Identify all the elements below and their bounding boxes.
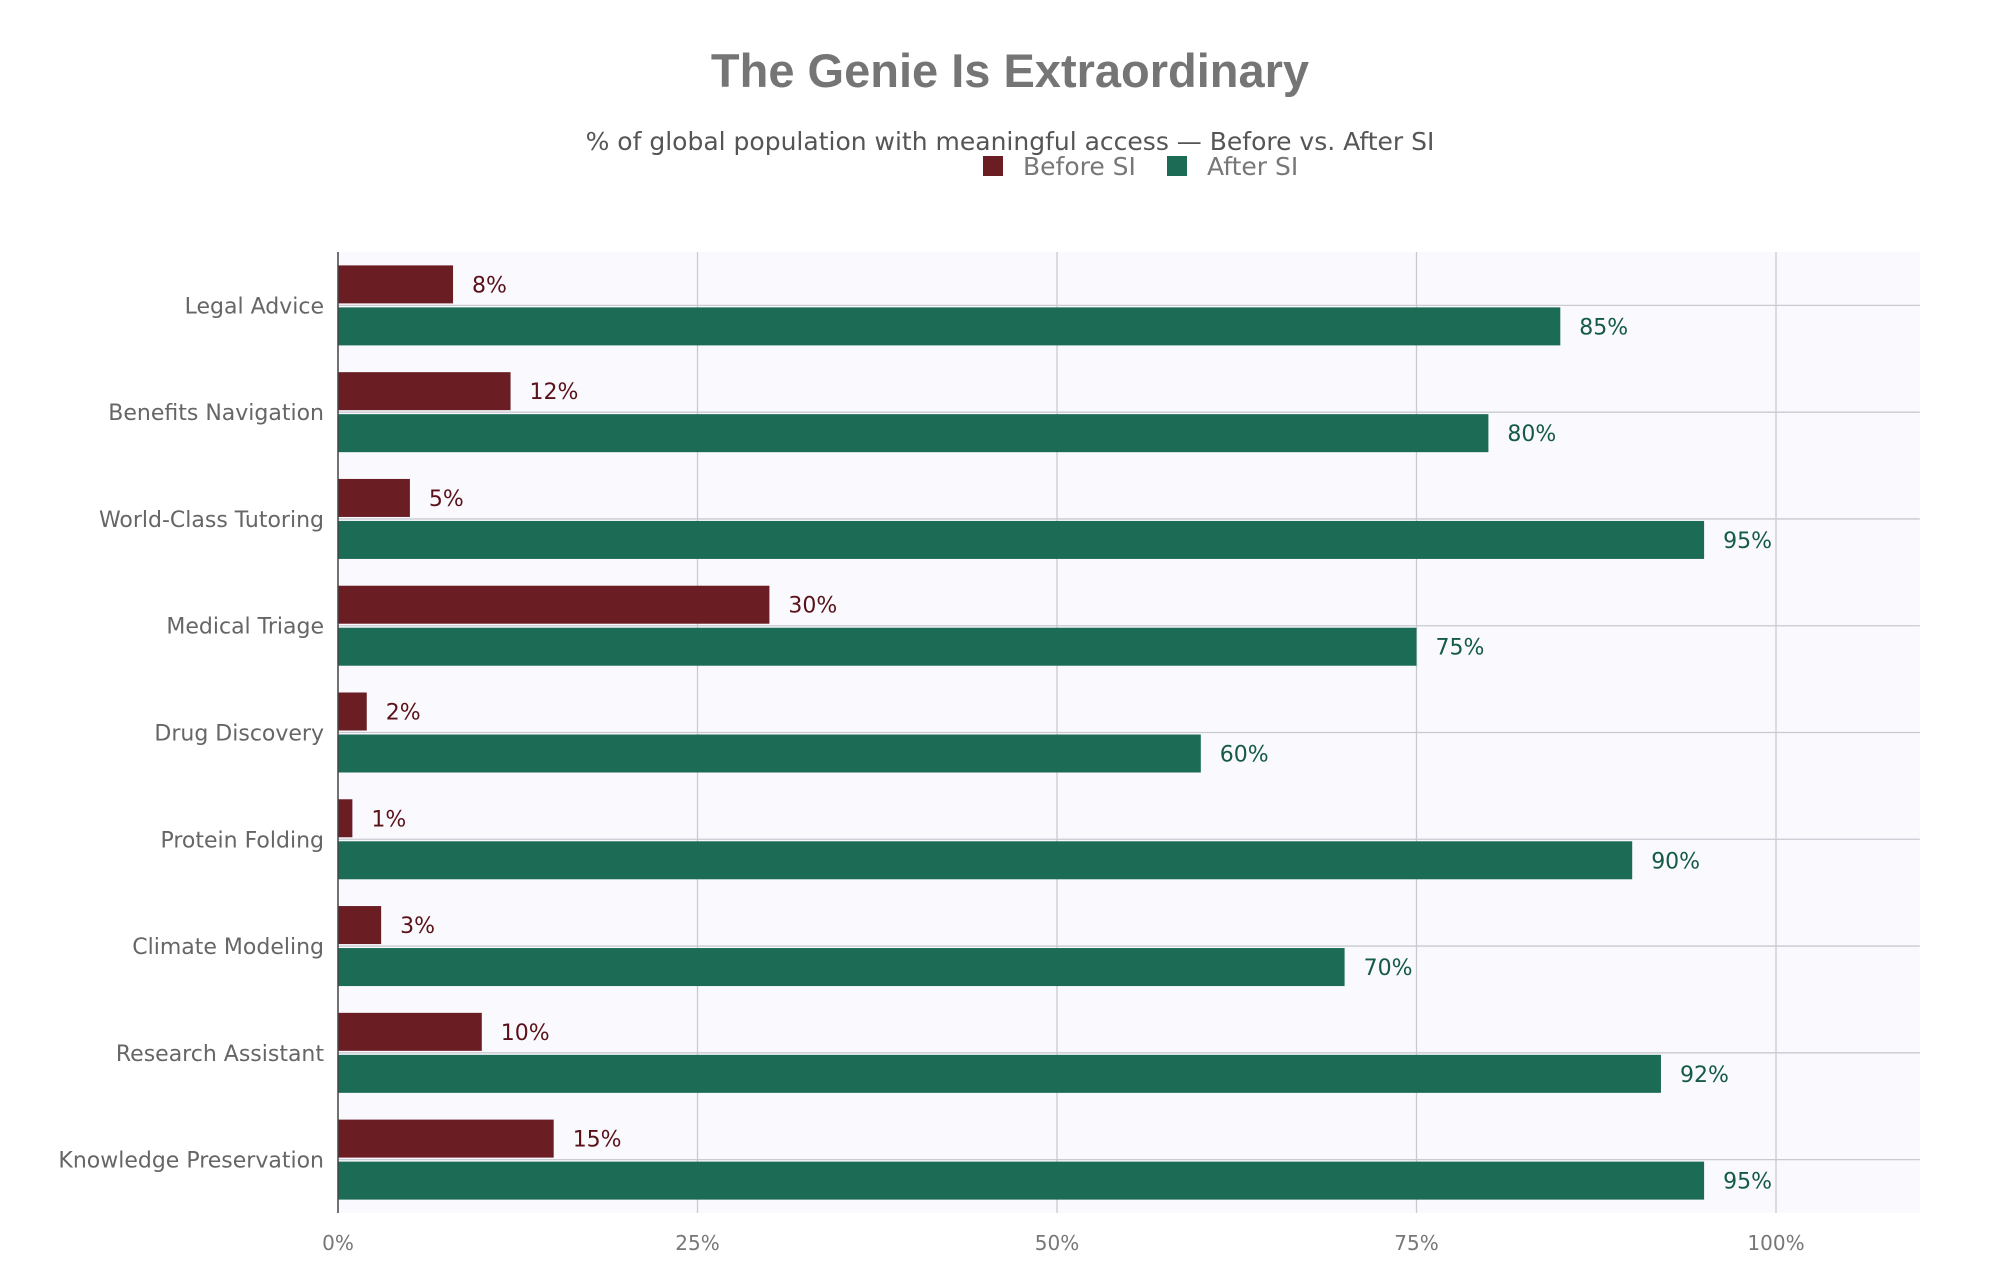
data-label-before-2: 5% <box>429 487 464 512</box>
data-label-before-3: 30% <box>788 594 837 619</box>
legend-swatch-after <box>1167 156 1187 176</box>
x-tick-label: 25% <box>675 1231 719 1255</box>
chart-subtitle: % of global population with meaningful a… <box>586 127 1435 156</box>
category-label-5: Protein Folding <box>160 828 324 853</box>
category-label-8: Knowledge Preservation <box>58 1149 324 1174</box>
bar-after-2 <box>338 520 1705 559</box>
category-label-1: Benefits Navigation <box>108 401 324 426</box>
bar-after-0 <box>338 307 1561 346</box>
x-tick-label: 0% <box>322 1231 354 1255</box>
bar-before-6 <box>338 906 382 945</box>
x-tick-label: 100% <box>1747 1231 1804 1255</box>
x-tick-label: 50% <box>1035 1231 1079 1255</box>
data-label-before-6: 3% <box>400 914 435 939</box>
bar-after-6 <box>338 948 1345 987</box>
category-label-3: Medical Triage <box>166 615 324 640</box>
data-label-before-5: 1% <box>371 807 406 832</box>
legend-label-after: After SI <box>1207 152 1298 181</box>
data-label-before-7: 10% <box>501 1021 550 1046</box>
data-label-after-4: 60% <box>1220 743 1269 768</box>
y-axis-labels: Legal Advice Benefits Navigation World-Cla… <box>58 294 324 1173</box>
bar-after-5 <box>338 841 1633 880</box>
bar-after-8 <box>338 1161 1705 1200</box>
bar-before-7 <box>338 1012 482 1051</box>
data-label-after-2: 95% <box>1723 529 1772 554</box>
category-label-4: Drug Discovery <box>154 722 324 747</box>
bar-before-0 <box>338 265 454 304</box>
category-label-7: Research Assistant <box>116 1042 325 1067</box>
bar-after-1 <box>338 414 1489 453</box>
data-label-before-0: 8% <box>472 273 507 298</box>
data-label-after-1: 80% <box>1507 422 1556 447</box>
bar-after-4 <box>338 734 1201 773</box>
chart-title: The Genie Is Extraordinary <box>711 44 1309 97</box>
gridlines <box>338 252 1920 1213</box>
bar-after-7 <box>338 1054 1661 1093</box>
bar-before-8 <box>338 1119 554 1158</box>
data-label-after-8: 95% <box>1723 1170 1772 1195</box>
data-label-after-0: 85% <box>1579 315 1628 340</box>
x-axis-tick-labels: 0% 25% 50% 75% 100% <box>322 1231 1804 1255</box>
bar-before-1 <box>338 372 511 411</box>
bar-before-5 <box>338 799 353 838</box>
x-tick-label: 75% <box>1394 1231 1438 1255</box>
bars <box>338 265 1705 1200</box>
data-label-after-6: 70% <box>1364 956 1413 981</box>
bar-before-2 <box>338 478 410 517</box>
category-label-6: Climate Modeling <box>132 935 324 960</box>
data-label-after-3: 75% <box>1436 636 1485 661</box>
category-label-2: World-Class Tutoring <box>99 508 324 533</box>
bar-after-3 <box>338 627 1417 666</box>
legend: Before SI After SI <box>983 152 1298 181</box>
data-label-before-1: 12% <box>530 380 579 405</box>
data-label-after-7: 92% <box>1680 1063 1729 1088</box>
legend-label-before: Before SI <box>1023 152 1136 181</box>
legend-swatch-before <box>983 156 1003 176</box>
data-label-before-4: 2% <box>386 701 421 726</box>
data-labels: 8% 85% 12% 80% 5% 95% 30% 75% 2% 60% 1% 90% 3% 70% 10%… <box>371 273 1772 1194</box>
bar-before-4 <box>338 692 367 731</box>
category-label-0: Legal Advice <box>185 294 324 319</box>
data-label-before-8: 15% <box>573 1128 622 1153</box>
bar-before-3 <box>338 585 770 624</box>
data-label-after-5: 90% <box>1651 849 1700 874</box>
